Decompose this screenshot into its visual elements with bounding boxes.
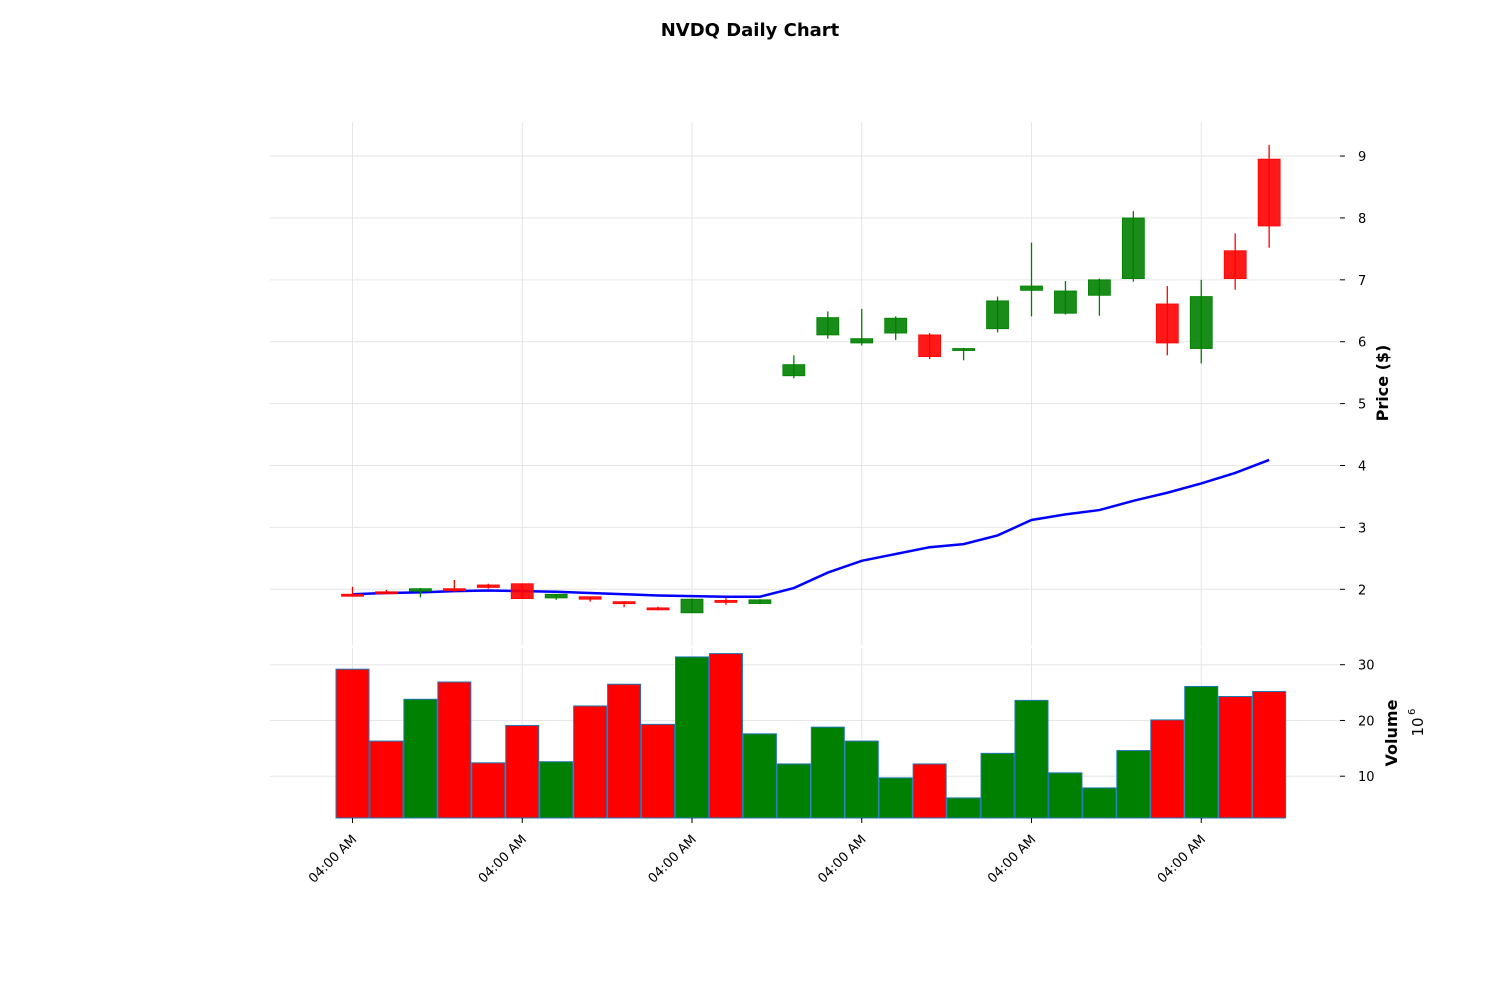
volume-bar bbox=[573, 705, 608, 819]
volume-bar bbox=[844, 740, 879, 819]
candle-body bbox=[1088, 279, 1111, 296]
candle-body bbox=[1121, 217, 1145, 279]
candle-body bbox=[1189, 296, 1213, 349]
candle-body bbox=[850, 338, 874, 344]
candle-body bbox=[918, 334, 942, 357]
chart-title: NVDQ Daily Chart bbox=[661, 20, 840, 41]
price-y-tick-label: 6 bbox=[1358, 336, 1366, 351]
price-y-tick-label: 4 bbox=[1358, 460, 1366, 475]
candle-body bbox=[986, 300, 1009, 330]
volume-bar bbox=[912, 763, 947, 819]
price-y-tick-label: 7 bbox=[1358, 274, 1366, 289]
candle-body bbox=[1257, 158, 1281, 227]
volume-y-tick-label: 30 bbox=[1358, 659, 1375, 674]
price-y-tick-label: 8 bbox=[1358, 212, 1366, 227]
price-axis-title: Price ($) bbox=[1373, 345, 1392, 422]
volume-scale-base: 10 bbox=[1409, 717, 1427, 736]
x-tick-label: 04:00 AM bbox=[985, 832, 1039, 886]
candle-body bbox=[884, 317, 908, 334]
candle-body bbox=[476, 584, 500, 588]
volume-bar bbox=[437, 681, 472, 819]
price-y-tick-label: 9 bbox=[1358, 150, 1366, 165]
price-y-tick-label: 2 bbox=[1358, 583, 1366, 598]
volume-bar bbox=[776, 763, 811, 819]
candle-body bbox=[680, 598, 704, 614]
volume-bar bbox=[810, 726, 845, 819]
candle-body bbox=[375, 591, 398, 595]
volume-bar bbox=[471, 762, 506, 819]
candle-body bbox=[1020, 285, 1043, 291]
x-tick-label: 04:00 AM bbox=[1155, 832, 1209, 886]
candle-body bbox=[714, 600, 738, 603]
x-tick-label: 04:00 AM bbox=[476, 832, 530, 886]
volume-bar bbox=[1184, 685, 1219, 819]
volume-bar bbox=[1048, 772, 1083, 819]
candle-body bbox=[578, 596, 602, 600]
candle-body bbox=[1155, 303, 1179, 344]
candle-body bbox=[748, 599, 772, 604]
volume-bar bbox=[708, 653, 743, 819]
x-tick-label: 04:00 AM bbox=[646, 832, 700, 886]
volume-bar bbox=[505, 724, 540, 819]
volume-y-tick-label: 20 bbox=[1358, 714, 1375, 729]
volume-axis-title: Volume bbox=[1382, 699, 1401, 766]
volume-bar bbox=[1252, 690, 1287, 819]
candle-body bbox=[646, 607, 670, 611]
candle-body bbox=[442, 588, 466, 592]
candle-body bbox=[1223, 250, 1247, 279]
volume-bar bbox=[980, 752, 1015, 819]
candle-body bbox=[544, 593, 568, 599]
candle-body bbox=[816, 317, 840, 336]
candle-body bbox=[952, 348, 975, 351]
volume-bar bbox=[675, 656, 709, 819]
price-y-tick-label: 3 bbox=[1358, 521, 1366, 536]
volume-bar bbox=[403, 698, 438, 819]
volume-bar bbox=[1014, 699, 1049, 819]
volume-bar bbox=[1082, 787, 1117, 819]
candle-body bbox=[1054, 290, 1077, 314]
volume-bar bbox=[539, 761, 574, 819]
volume-bar bbox=[1218, 695, 1253, 819]
price-y-tick-label: 5 bbox=[1358, 398, 1366, 413]
moving-average-line bbox=[352, 458, 1270, 598]
volume-scale-label: 10 6 bbox=[1407, 709, 1427, 737]
volume-bar bbox=[1116, 750, 1151, 819]
candles-layer bbox=[341, 144, 1281, 614]
volume-bar bbox=[742, 733, 777, 819]
moving-average-layer bbox=[352, 458, 1270, 598]
volume-bar bbox=[335, 668, 370, 819]
volume-bars-layer bbox=[335, 653, 1287, 819]
candle-body bbox=[612, 601, 636, 605]
volume-bar bbox=[878, 777, 913, 819]
x-tick-label: 04:00 AM bbox=[815, 832, 869, 886]
volume-bar bbox=[607, 683, 642, 819]
volume-bar bbox=[369, 740, 404, 819]
candle-body bbox=[782, 364, 806, 377]
volume-scale-exponent: 6 bbox=[1407, 709, 1418, 715]
volume-bar bbox=[641, 723, 676, 819]
candle-body bbox=[510, 583, 534, 599]
x-tick-label: 04:00 AM bbox=[306, 832, 360, 886]
volume-y-tick-label: 10 bbox=[1358, 770, 1375, 785]
volume-bar bbox=[946, 797, 981, 819]
candle-body bbox=[341, 593, 364, 597]
volume-bar bbox=[1150, 719, 1185, 819]
candle-body bbox=[408, 588, 432, 592]
